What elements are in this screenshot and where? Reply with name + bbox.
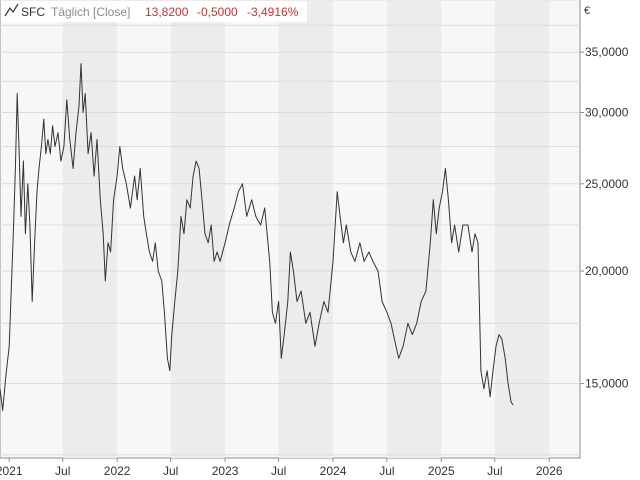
header-change: -0,5000: [197, 5, 238, 19]
grid-lines: [0, 0, 580, 456]
x-axis: 2021 Jul 2022 Jul 2023 Jul 2024 Jul 2025 Jul 2026: [0, 458, 563, 478]
x-tick-label: 2023: [212, 464, 239, 478]
y-unit-label: €: [584, 5, 590, 17]
header-symbol: SFC: [21, 5, 45, 19]
header-last: 13,8200: [145, 5, 189, 19]
line-chart-icon: [4, 3, 19, 17]
x-tick-label: Jul: [271, 464, 286, 478]
header-background: [1, 1, 307, 22]
x-tick-label: Jul: [379, 464, 394, 478]
y-tick-label: 20,0000: [585, 264, 629, 278]
half-year-band: [278, 1, 334, 458]
x-tick-label: 2026: [536, 464, 563, 478]
x-tick-label: 2022: [104, 464, 131, 478]
series-layer: [0, 63, 514, 411]
x-tick-label: Jul: [163, 464, 178, 478]
header-change-pct: -3,4916%: [247, 5, 299, 19]
half-year-band: [62, 1, 118, 458]
x-tick-label: 2025: [428, 464, 455, 478]
y-tick-label: 30,0000: [585, 106, 629, 120]
y-axis: 15,0000 20,0000 25,0000 30,0000 35,0000: [580, 45, 629, 391]
half-year-band: [170, 1, 226, 458]
header-period: Täglich [Close]: [51, 5, 130, 19]
chart-header: SFC Täglich [Close] 13,8200 -0,5000 -3,4…: [1, 1, 307, 22]
y-tick-label: 25,0000: [585, 177, 629, 191]
x-tick-label: 2024: [320, 464, 347, 478]
half-year-band: [494, 1, 550, 458]
x-tick-label: Jul: [487, 464, 502, 478]
half-year-band: [386, 1, 442, 458]
y-tick-label: 15,0000: [585, 377, 629, 391]
y-tick-label: 35,0000: [585, 45, 629, 59]
x-tick-label: 2021: [0, 464, 23, 478]
price-line: [0, 63, 514, 411]
year-bands: [62, 1, 550, 458]
x-tick-label: Jul: [55, 464, 70, 478]
